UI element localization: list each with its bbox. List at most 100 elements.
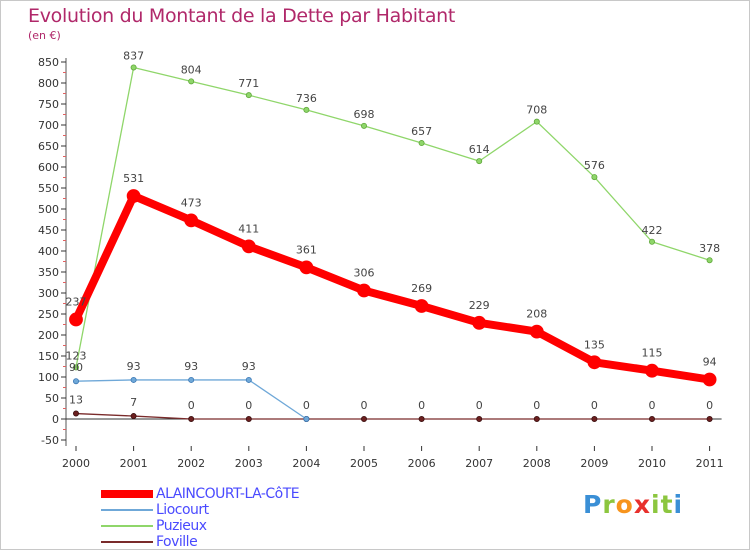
data-point-foville xyxy=(188,415,195,422)
data-point-liocourt xyxy=(245,376,252,383)
y-tick-label: 300 xyxy=(38,287,59,300)
data-label-foville: 0 xyxy=(418,399,425,412)
data-point-liocourt xyxy=(130,376,137,383)
data-point-alaincourt xyxy=(529,324,544,339)
data-point-foville xyxy=(476,415,483,422)
y-tick-label: 0 xyxy=(52,413,59,426)
data-point-alaincourt xyxy=(69,312,83,327)
chart-title: Evolution du Montant de la Dette par Hab… xyxy=(28,5,456,27)
data-point-puzieux xyxy=(591,174,598,181)
data-label-alaincourt: 473 xyxy=(181,196,202,209)
y-tick-label: 800 xyxy=(38,77,59,90)
data-label-liocourt: 93 xyxy=(127,360,141,373)
data-label-foville: 0 xyxy=(706,399,713,412)
data-label-foville: 0 xyxy=(303,399,310,412)
y-tick-label: 850 xyxy=(38,56,59,69)
x-tick-label: 2004 xyxy=(292,457,320,470)
data-point-foville xyxy=(706,415,713,422)
y-tick-label: 100 xyxy=(38,371,59,384)
y-tick-label: 400 xyxy=(38,245,59,258)
y-tick-label: 750 xyxy=(38,98,59,111)
y-tick-label: 600 xyxy=(38,161,59,174)
x-tick-label: 2008 xyxy=(523,457,551,470)
y-tick-label: 550 xyxy=(38,182,59,195)
data-point-foville xyxy=(591,415,598,422)
data-point-foville xyxy=(245,415,252,422)
y-tick-label: 150 xyxy=(38,350,59,363)
data-point-alaincourt xyxy=(357,283,371,298)
data-label-alaincourt: 115 xyxy=(642,347,663,360)
data-point-alaincourt xyxy=(472,315,487,330)
y-tick-label: 200 xyxy=(38,329,59,342)
data-label-puzieux: 614 xyxy=(469,143,490,156)
data-point-foville xyxy=(73,410,80,417)
data-label-alaincourt: 411 xyxy=(238,222,259,235)
x-tick-label: 2002 xyxy=(177,457,205,470)
data-label-puzieux: 123 xyxy=(66,349,87,362)
data-label-puzieux: 837 xyxy=(123,49,144,62)
data-label-alaincourt: 208 xyxy=(526,308,547,321)
data-label-foville: 7 xyxy=(130,396,137,409)
legend-swatch-liocourt xyxy=(101,509,153,511)
logo-letter: x xyxy=(633,490,651,519)
data-label-foville: 0 xyxy=(361,399,368,412)
data-point-puzieux xyxy=(360,122,367,129)
data-label-foville: 0 xyxy=(591,399,598,412)
data-label-alaincourt: 269 xyxy=(411,282,432,295)
data-point-puzieux xyxy=(476,158,483,165)
legend-swatch-alaincourt xyxy=(101,490,153,498)
data-label-alaincourt: 229 xyxy=(469,299,490,312)
x-tick-label: 2005 xyxy=(350,457,378,470)
data-point-liocourt xyxy=(73,378,80,385)
data-point-foville xyxy=(533,415,540,422)
data-point-puzieux xyxy=(303,106,310,113)
data-point-alaincourt xyxy=(184,213,199,228)
logo-letter: i xyxy=(673,490,684,519)
legend-swatch-puzieux xyxy=(101,525,153,527)
data-point-foville xyxy=(360,415,367,422)
x-tick-label: 2006 xyxy=(408,457,436,470)
data-label-puzieux: 657 xyxy=(411,125,432,138)
data-point-puzieux xyxy=(533,118,540,125)
series-line-foville xyxy=(75,412,711,420)
data-label-foville: 13 xyxy=(69,394,83,407)
data-point-liocourt xyxy=(188,376,195,383)
data-label-alaincourt: 135 xyxy=(584,338,605,351)
y-tick-label: -50 xyxy=(41,434,59,447)
legend-item-puzieux: Puzieux xyxy=(101,518,299,534)
data-point-alaincourt xyxy=(241,239,256,254)
logo-letter: P xyxy=(583,490,603,519)
x-tick-label: 2000 xyxy=(62,457,90,470)
data-point-alaincourt xyxy=(299,260,314,275)
y-tick-label: 650 xyxy=(38,140,59,153)
legend-label-liocourt: Liocourt xyxy=(156,502,209,518)
data-label-liocourt: 93 xyxy=(184,360,198,373)
data-label-puzieux: 804 xyxy=(181,63,202,76)
data-point-puzieux xyxy=(245,92,252,99)
data-label-alaincourt: 531 xyxy=(123,172,144,185)
data-label-foville: 0 xyxy=(533,399,540,412)
y-tick-label: 700 xyxy=(38,119,59,132)
data-point-alaincourt xyxy=(126,189,141,203)
data-point-foville xyxy=(418,415,425,422)
data-label-puzieux: 576 xyxy=(584,159,605,172)
y-tick-label: 500 xyxy=(38,203,59,216)
proxiti-logo: Proxiti xyxy=(583,490,683,519)
data-point-puzieux xyxy=(418,140,425,147)
data-label-alaincourt: 306 xyxy=(354,266,375,279)
legend-label-puzieux: Puzieux xyxy=(156,518,207,534)
data-label-foville: 0 xyxy=(188,399,195,412)
unit-label: (en €) xyxy=(28,29,61,42)
series-line-puzieux xyxy=(75,66,711,368)
data-point-alaincourt xyxy=(587,355,602,370)
data-point-puzieux xyxy=(649,238,656,245)
logo-letter: i xyxy=(651,490,661,519)
data-point-alaincourt xyxy=(414,299,429,313)
legend: ALAINCOURT-LA-CôTE Liocourt Puzieux Fovi… xyxy=(101,486,300,550)
data-label-puzieux: 736 xyxy=(296,92,317,105)
logo-letter: t xyxy=(660,490,674,519)
y-tick-label: 50 xyxy=(45,392,59,405)
data-label-liocourt: 93 xyxy=(242,360,256,373)
